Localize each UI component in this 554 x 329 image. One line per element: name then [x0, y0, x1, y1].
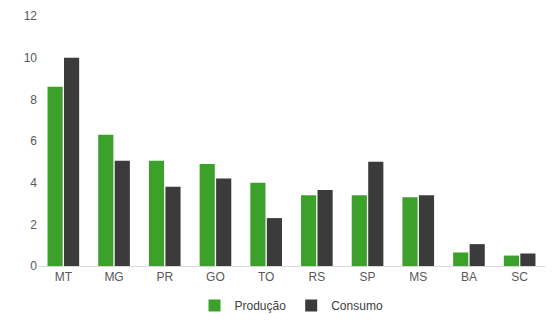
svg-text:RS: RS: [309, 270, 326, 284]
svg-text:MG: MG: [104, 270, 123, 284]
svg-text:MS: MS: [409, 270, 427, 284]
svg-text:GO: GO: [206, 270, 225, 284]
svg-text:6: 6: [30, 134, 37, 148]
svg-text:10: 10: [24, 51, 38, 65]
svg-text:Produção: Produção: [235, 299, 287, 313]
svg-text:8: 8: [30, 93, 37, 107]
svg-text:2: 2: [30, 218, 37, 232]
svg-text:MT: MT: [55, 270, 73, 284]
svg-text:SC: SC: [511, 270, 528, 284]
svg-text:12: 12: [24, 9, 38, 23]
svg-text:TO: TO: [258, 270, 274, 284]
svg-text:0: 0: [30, 259, 37, 273]
svg-text:Consumo: Consumo: [331, 299, 383, 313]
svg-text:PR: PR: [156, 270, 173, 284]
svg-text:SP: SP: [360, 270, 376, 284]
svg-text:BA: BA: [461, 270, 477, 284]
svg-text:4: 4: [30, 176, 37, 190]
